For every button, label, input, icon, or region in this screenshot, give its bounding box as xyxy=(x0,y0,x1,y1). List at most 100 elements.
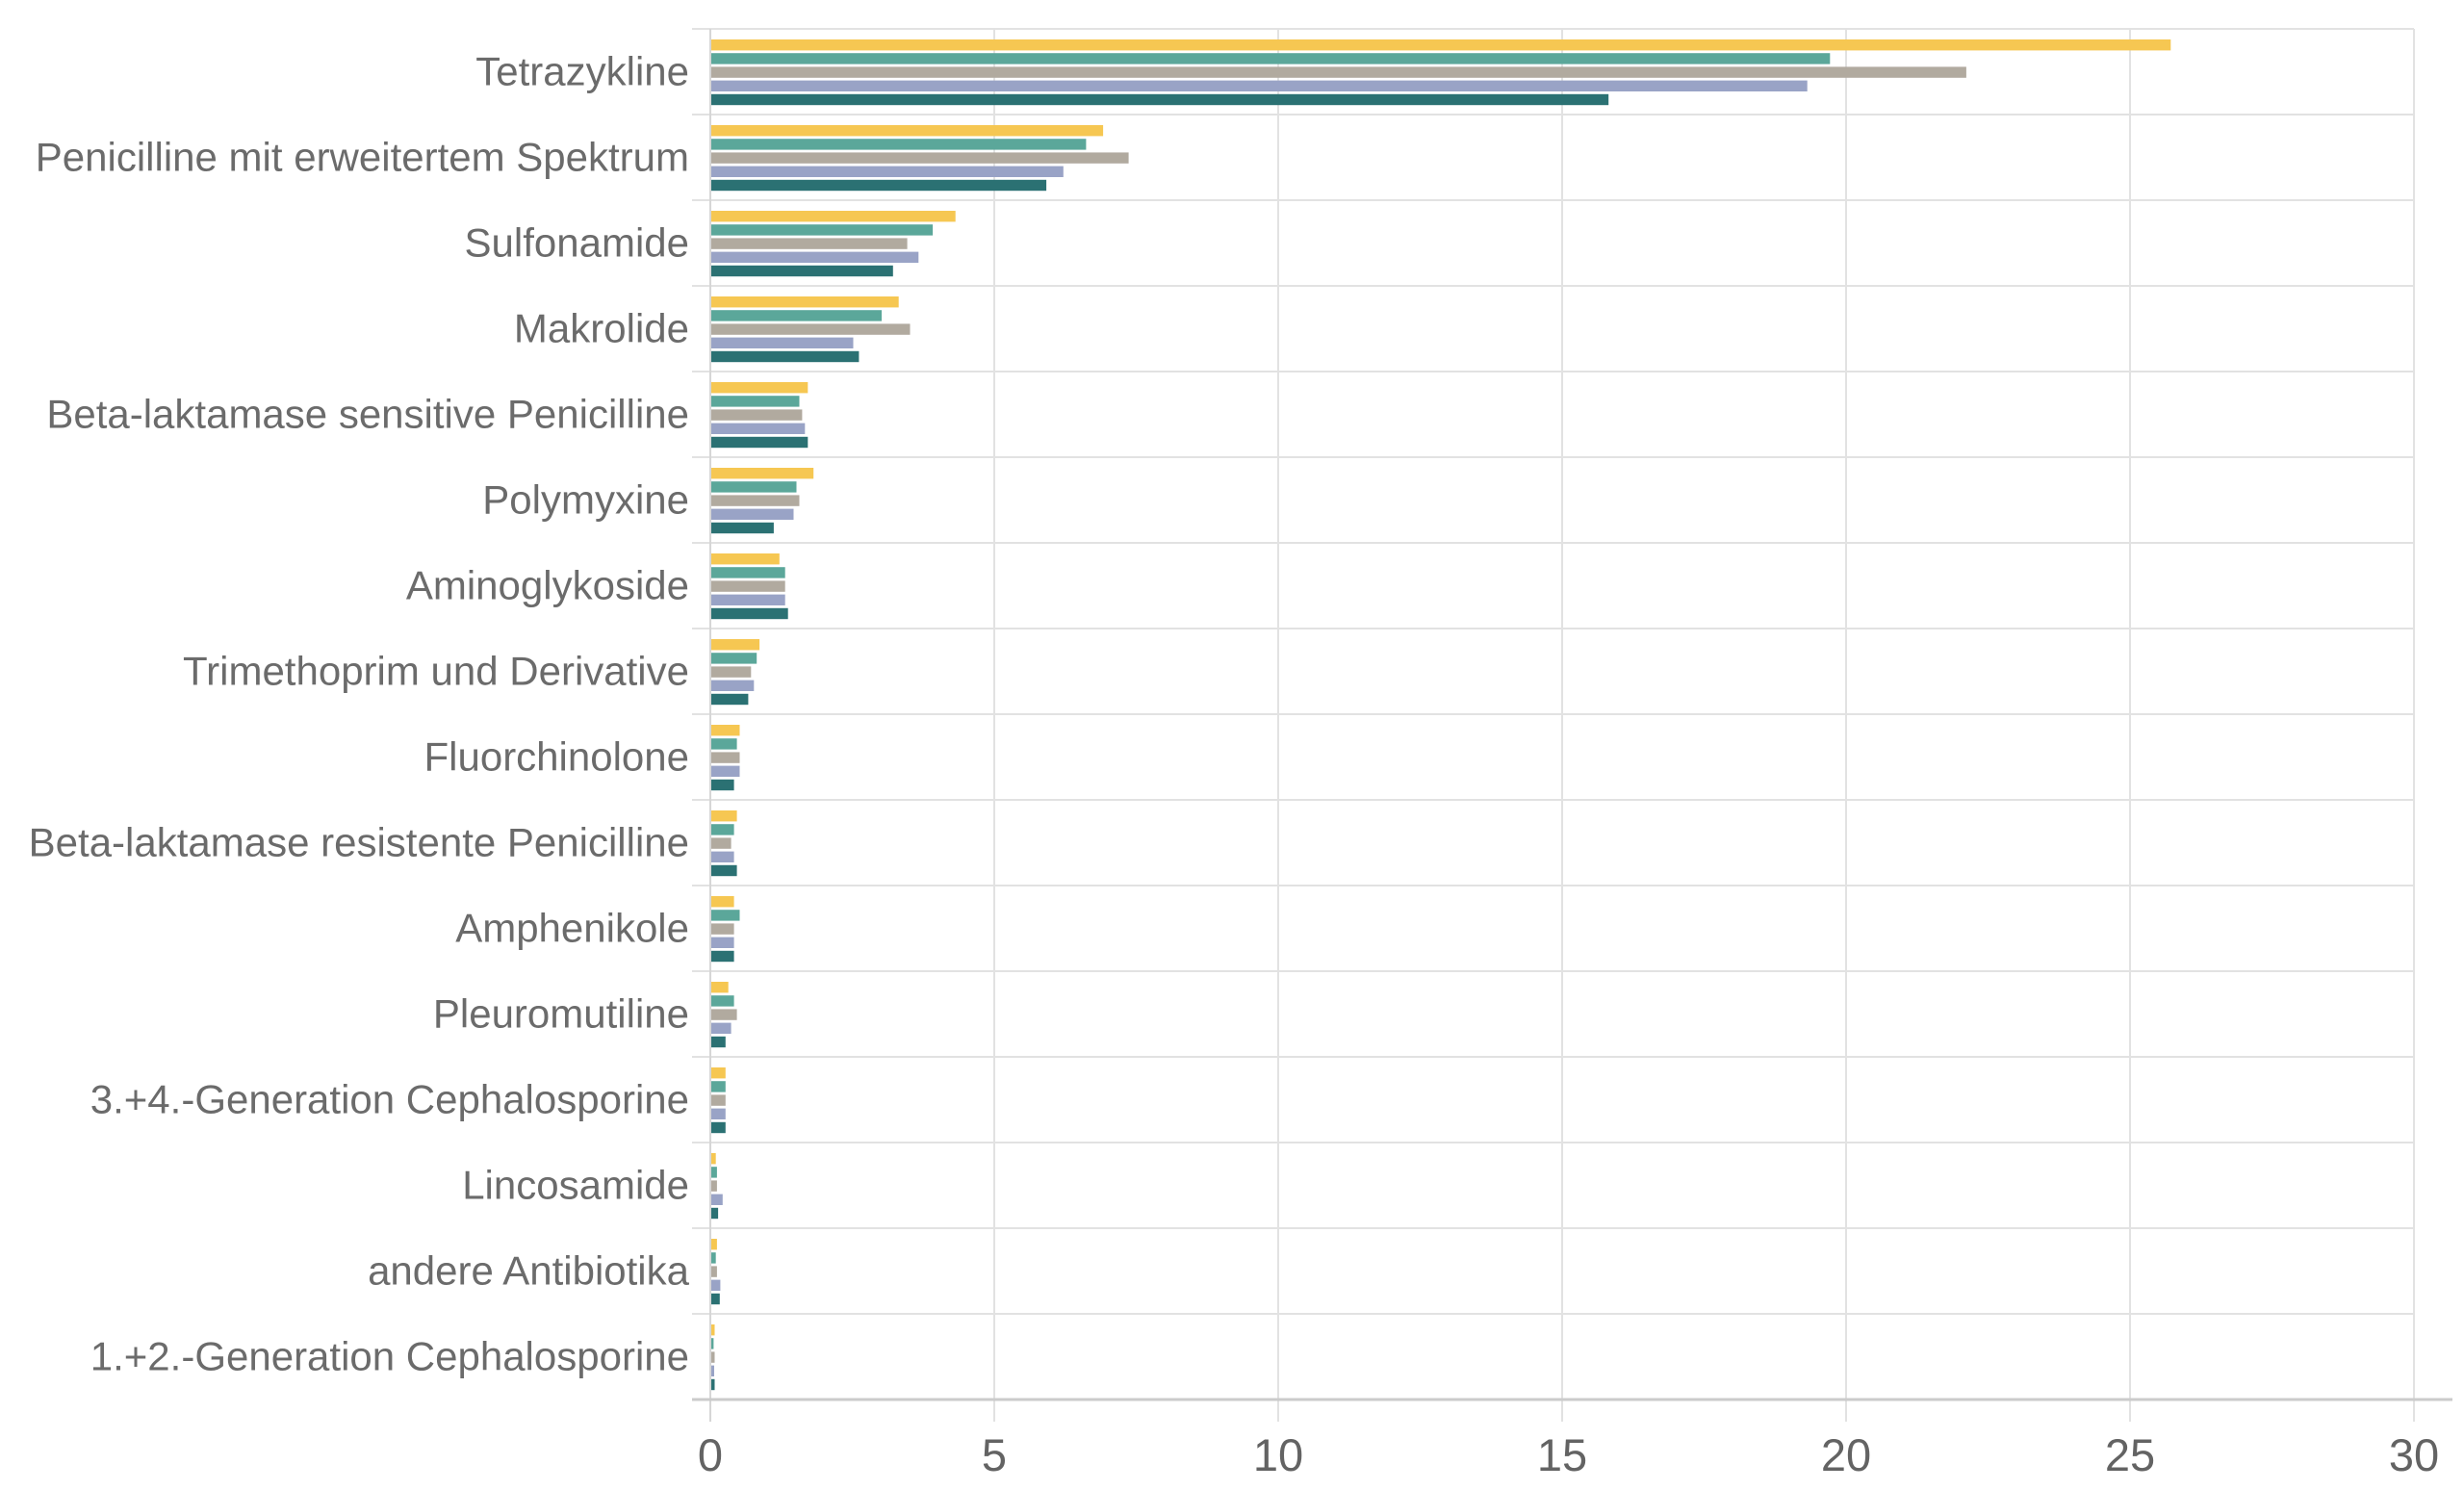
bar xyxy=(711,179,1047,192)
bar xyxy=(711,66,1966,78)
bar xyxy=(711,738,737,750)
bar xyxy=(711,1207,719,1220)
bar xyxy=(711,639,760,651)
bar xyxy=(711,39,2171,51)
bar xyxy=(711,765,740,777)
y-axis-label: Makrolide xyxy=(514,306,689,351)
y-axis-label: andere Antibiotika xyxy=(368,1248,690,1294)
bar xyxy=(711,1153,716,1165)
y-axis-label: Tetrazykline xyxy=(475,49,689,94)
bar xyxy=(711,80,1808,91)
bar xyxy=(711,594,785,605)
bar xyxy=(711,851,734,862)
bar xyxy=(711,409,803,421)
bar xyxy=(711,725,740,736)
bar xyxy=(711,693,749,706)
bar xyxy=(711,468,814,479)
bar xyxy=(711,1324,715,1336)
bar xyxy=(711,125,1104,137)
y-axis-label: Pleuromutiline xyxy=(433,991,689,1037)
bar xyxy=(711,1009,737,1020)
bar xyxy=(711,396,800,407)
bar xyxy=(711,211,956,222)
x-axis-tick-label: 0 xyxy=(698,1429,723,1480)
y-axis-label: Amphenikole xyxy=(455,906,689,951)
bar xyxy=(711,653,757,664)
bar xyxy=(711,53,1831,64)
bar xyxy=(711,1067,726,1079)
bar xyxy=(711,296,899,308)
bar xyxy=(711,937,734,948)
bar xyxy=(711,1252,716,1264)
bar xyxy=(711,779,734,791)
bar xyxy=(711,382,808,394)
bar xyxy=(711,680,755,691)
bar xyxy=(711,323,911,335)
x-axis-tick-label: 20 xyxy=(1821,1429,1871,1480)
bar xyxy=(711,265,893,277)
bar xyxy=(711,522,774,534)
y-axis-label: Trimethoprim und Derivative xyxy=(183,649,689,694)
bar xyxy=(711,139,1087,150)
bar xyxy=(711,910,740,921)
bar xyxy=(711,481,797,493)
y-axis-label: Aminoglykoside xyxy=(406,563,689,608)
x-axis-tick-label: 30 xyxy=(2389,1429,2439,1480)
bar xyxy=(711,607,788,620)
x-axis-tick-label: 10 xyxy=(1253,1429,1303,1480)
bar xyxy=(711,436,808,449)
bar xyxy=(711,1338,714,1349)
bar xyxy=(711,950,734,963)
bar xyxy=(711,1108,726,1119)
bar xyxy=(711,1293,720,1305)
y-axis-label: Polymyxine xyxy=(482,477,689,523)
bar xyxy=(711,567,785,578)
bar xyxy=(711,1194,723,1205)
bar xyxy=(711,1279,721,1291)
bar xyxy=(711,152,1129,164)
bar xyxy=(711,93,1609,106)
y-axis-label: Beta-laktamase resistente Penicilline xyxy=(29,820,689,865)
bar xyxy=(711,1266,717,1277)
bar xyxy=(711,837,732,849)
bar xyxy=(711,1378,715,1391)
bar xyxy=(711,1121,726,1134)
bar xyxy=(711,238,908,249)
bar xyxy=(711,1167,717,1178)
bar xyxy=(711,995,734,1007)
bar xyxy=(711,508,794,520)
bar xyxy=(711,1022,732,1034)
y-axis-label: Penicilline mit erweitertem Spektrum xyxy=(36,135,689,180)
bar xyxy=(711,350,860,363)
bar xyxy=(711,1239,717,1250)
bar xyxy=(711,337,854,348)
y-axis-label: Fluorchinolone xyxy=(424,734,689,780)
bar xyxy=(711,923,734,935)
y-axis-label: Sulfonamide xyxy=(465,220,689,266)
y-axis-label: Lincosamide xyxy=(462,1163,689,1208)
y-axis-label: 3.+4.-Generation Cephalosporine xyxy=(90,1077,689,1122)
bar xyxy=(711,310,882,321)
bar xyxy=(711,580,785,592)
bar xyxy=(711,810,737,822)
bar xyxy=(711,896,734,908)
x-axis-tick-label: 25 xyxy=(2105,1429,2155,1480)
bar xyxy=(711,1365,714,1376)
bar xyxy=(711,864,737,877)
bar xyxy=(711,553,780,565)
bar xyxy=(711,752,740,763)
bar xyxy=(711,1036,726,1048)
bar xyxy=(711,224,934,236)
x-axis-tick-label: 15 xyxy=(1537,1429,1587,1480)
bar xyxy=(711,251,919,263)
bar xyxy=(711,1081,726,1092)
bar xyxy=(711,824,734,835)
bar xyxy=(711,666,752,678)
x-axis-tick-label: 5 xyxy=(982,1429,1007,1480)
bar xyxy=(711,1094,726,1106)
bar xyxy=(711,495,800,506)
y-axis-label: 1.+2.-Generation Cephalosporine xyxy=(90,1334,689,1379)
